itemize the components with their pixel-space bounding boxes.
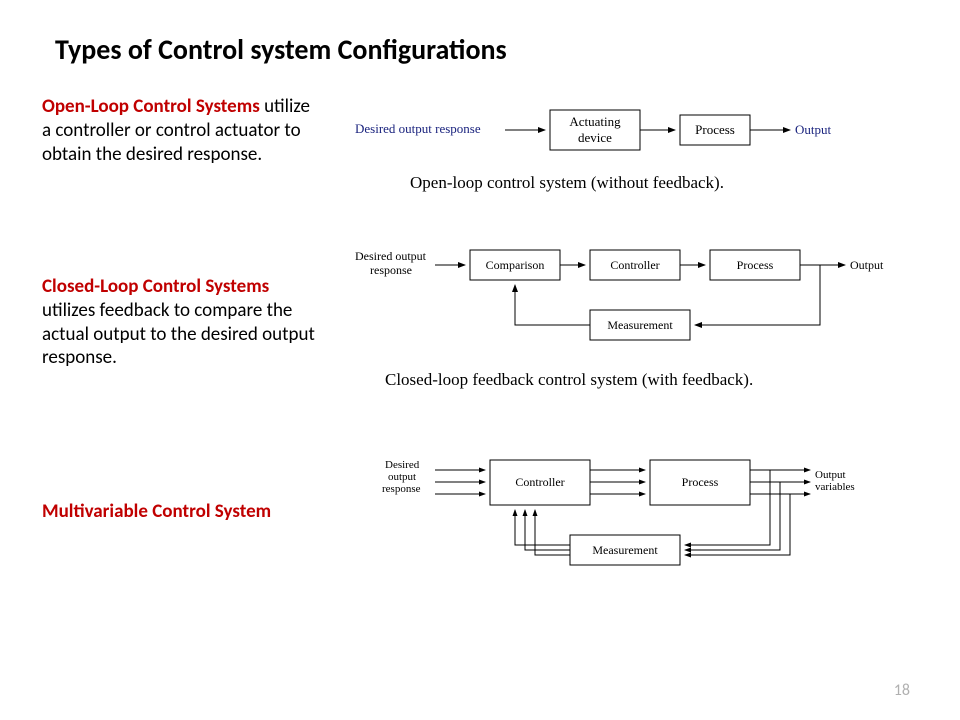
open-loop-diagram: Desired output response Actuating device…: [350, 100, 910, 210]
multivariable-diagram: Desired output response Controller Proce…: [370, 450, 930, 620]
multi-output-2: variables: [815, 481, 855, 493]
multi-input-1: Desired: [385, 459, 420, 471]
page-title: Types of Control system Configurations: [55, 32, 507, 67]
multivariable-heading: Multivariable Control System: [42, 500, 271, 523]
process-label: Process: [695, 122, 735, 137]
open-loop-heading: Open-Loop Control Systems: [42, 95, 260, 118]
open-caption: Open-loop control system (without feedba…: [410, 173, 724, 192]
closed-loop-paragraph: Closed-Loop Control Systems utilizes fee…: [42, 275, 322, 370]
mv-measurement-label: Measurement: [592, 543, 658, 557]
open-input-label: Desired output response: [355, 121, 481, 136]
controller-label: Controller: [610, 258, 659, 272]
closed-input-label-2: response: [370, 263, 412, 277]
closed-output-label: Output: [850, 258, 884, 272]
multi-input-3: response: [382, 483, 421, 495]
multivariable-heading-wrap: Multivariable Control System: [42, 500, 332, 523]
multi-input-2: output: [388, 471, 416, 483]
closed-loop-body: utilizes feedback to compare the actual …: [42, 299, 315, 370]
closed-input-label-1: Desired output: [355, 249, 427, 263]
mv-process-label: Process: [682, 475, 719, 489]
open-output-label: Output: [795, 122, 832, 137]
page-number: 18: [894, 681, 910, 700]
measurement-label: Measurement: [607, 318, 673, 332]
process-label-2: Process: [737, 258, 774, 272]
closed-caption: Closed-loop feedback control system (wit…: [385, 370, 753, 389]
open-loop-paragraph: Open-Loop Control Systems utilize a cont…: [42, 95, 322, 166]
actuating-label-2: device: [578, 130, 612, 145]
multi-output-1: Output: [815, 469, 846, 481]
closed-loop-diagram: Desired output response Comparison Contr…: [350, 240, 935, 400]
mv-controller-label: Controller: [515, 475, 564, 489]
actuating-label-1: Actuating: [569, 114, 621, 129]
closed-loop-heading: Closed-Loop Control Systems: [42, 275, 269, 298]
comparison-label: Comparison: [486, 258, 545, 272]
